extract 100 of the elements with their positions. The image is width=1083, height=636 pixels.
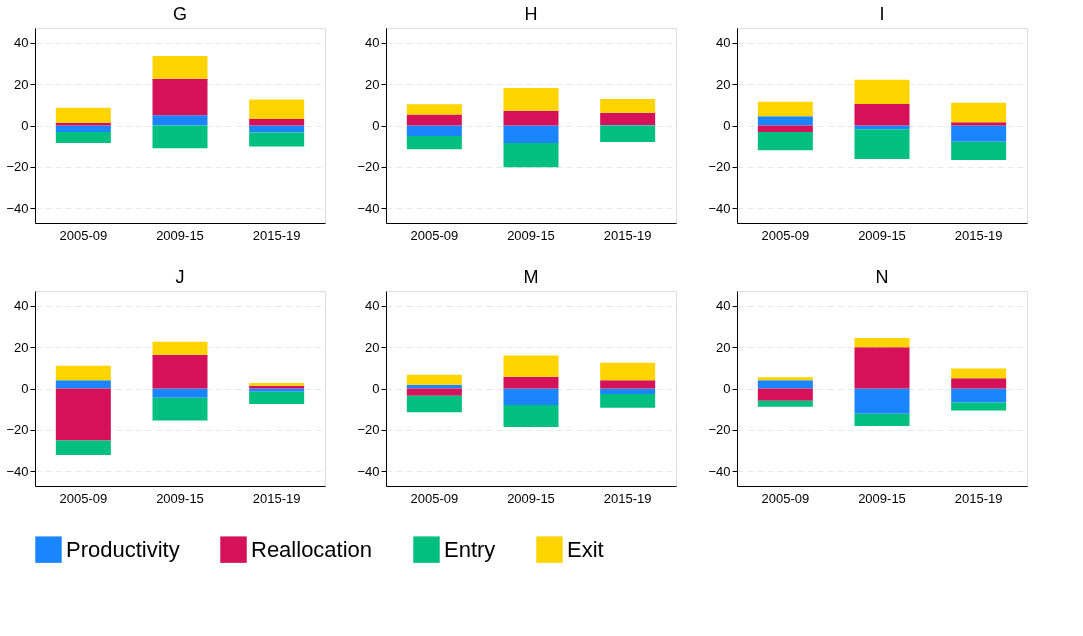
x-tick-label: 2015-19	[954, 227, 1003, 243]
x-tick-label: 2015-19	[252, 227, 301, 243]
x-tick-label: 2005-09	[410, 227, 459, 243]
x-tick-label: 2009-15	[858, 227, 906, 243]
bar	[406, 388, 462, 396]
chart-title: H	[524, 4, 538, 24]
bar	[249, 125, 305, 133]
bar	[55, 380, 111, 389]
y-tick-label: 40	[716, 298, 731, 314]
bar	[600, 98, 656, 113]
x-tick-label: 2005-09	[59, 227, 108, 243]
bar	[249, 99, 305, 120]
y-tick-label: 20	[716, 76, 731, 92]
x-tick-label: 2005-09	[410, 490, 459, 506]
legend-label: Exit	[567, 536, 604, 562]
bar	[503, 87, 559, 111]
bar	[55, 365, 111, 381]
y-tick-label: −20	[6, 422, 29, 438]
bar	[152, 56, 208, 79]
y-tick-label: −20	[708, 159, 731, 175]
y-tick-label: 0	[723, 118, 731, 133]
y-tick-label: 20	[365, 76, 380, 92]
x-tick-label: 2009-15	[507, 490, 555, 506]
bar	[600, 112, 656, 125]
bar	[55, 122, 111, 126]
chart-title: I	[879, 4, 885, 24]
bar	[406, 125, 462, 137]
bar	[757, 101, 813, 117]
y-tick-label: 20	[14, 339, 29, 355]
bar	[854, 388, 910, 414]
bar	[757, 377, 813, 381]
bar	[55, 440, 111, 456]
x-tick-label: 2015-19	[603, 490, 652, 506]
bar	[249, 119, 305, 126]
x-tick-label: 2009-15	[156, 490, 204, 506]
y-tick-label: 40	[365, 35, 380, 51]
y-tick-label: −40	[708, 463, 731, 479]
bar	[406, 395, 462, 413]
y-tick-label: 0	[723, 381, 731, 396]
y-tick-label: 0	[372, 381, 380, 396]
bar	[152, 78, 208, 116]
bar	[757, 131, 813, 151]
chart-title: G	[172, 4, 188, 24]
bar	[406, 104, 462, 115]
y-tick-label: −40	[357, 200, 380, 216]
bar	[951, 368, 1007, 379]
y-tick-label: −20	[357, 422, 380, 438]
bar	[503, 355, 559, 377]
bar	[152, 341, 208, 355]
y-tick-label: 0	[21, 381, 29, 396]
bar	[406, 374, 462, 385]
bar	[406, 384, 462, 389]
bar	[152, 125, 208, 149]
bar	[249, 132, 305, 147]
bar	[503, 110, 559, 126]
bar	[854, 338, 910, 348]
chart-title: M	[523, 267, 539, 287]
bar	[55, 388, 111, 441]
bar	[152, 115, 208, 126]
bar	[55, 125, 111, 132]
y-tick-label: −20	[6, 159, 29, 175]
y-tick-label: 40	[14, 298, 29, 314]
bar	[600, 393, 656, 408]
bar	[55, 107, 111, 123]
bar	[951, 388, 1007, 403]
bar	[600, 380, 656, 389]
x-tick-label: 2015-19	[603, 227, 652, 243]
bar	[757, 125, 813, 132]
x-tick-label: 2009-15	[858, 490, 906, 506]
bar	[503, 142, 559, 168]
bar	[951, 378, 1007, 389]
x-tick-label: 2009-15	[156, 227, 204, 243]
bar	[503, 125, 559, 143]
y-tick-label: −20	[708, 422, 731, 438]
y-tick-label: 40	[365, 298, 380, 314]
y-tick-label: −40	[357, 463, 380, 479]
bar	[757, 388, 813, 401]
bar	[152, 354, 208, 389]
x-tick-label: 2005-09	[761, 490, 810, 506]
bar	[854, 103, 910, 126]
x-tick-label: 2009-15	[507, 227, 555, 243]
legend-label: Entry	[444, 536, 496, 562]
bar	[951, 122, 1007, 126]
x-tick-label: 2005-09	[59, 490, 108, 506]
bar	[503, 404, 559, 427]
bar	[600, 125, 656, 142]
bar	[854, 347, 910, 389]
y-tick-label: 40	[716, 35, 731, 51]
x-tick-label: 2015-19	[954, 490, 1003, 506]
bar	[757, 400, 813, 407]
bar	[854, 129, 910, 160]
bar	[951, 125, 1007, 142]
bar	[503, 388, 559, 405]
bar	[600, 388, 656, 394]
bar	[951, 141, 1007, 160]
chart-title: J	[175, 267, 185, 287]
x-tick-label: 2015-19	[252, 490, 301, 506]
y-tick-label: −40	[6, 463, 29, 479]
y-tick-label: 0	[372, 118, 380, 133]
y-tick-label: 40	[14, 35, 29, 51]
